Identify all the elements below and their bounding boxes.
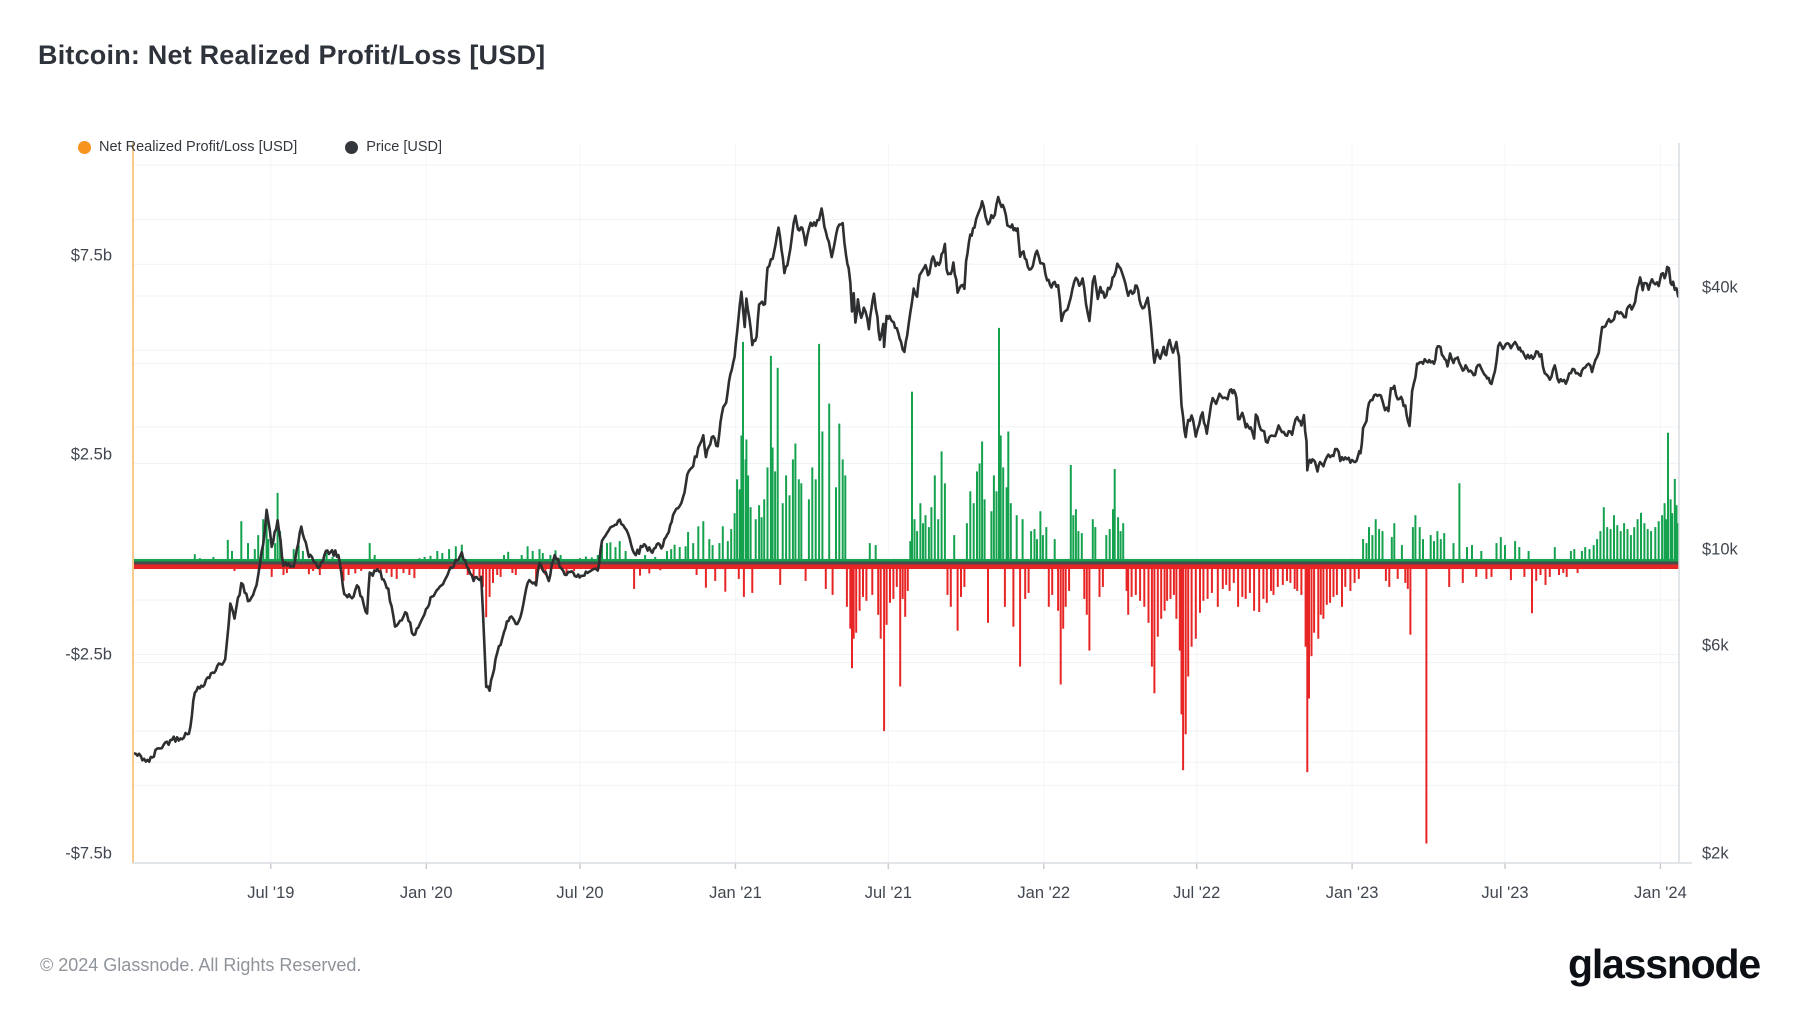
y-axis-label-right: $2k — [1702, 844, 1729, 863]
x-axis-label: Jan '21 — [709, 884, 762, 902]
legend-label: Net Realized Profit/Loss [USD] — [99, 139, 298, 155]
x-axis-label: Jan '20 — [399, 884, 453, 902]
x-axis-label: Jul '21 — [864, 884, 912, 902]
x-axis-label: Jul '22 — [1173, 884, 1221, 902]
legend: Net Realized Profit/Loss [USD] Price [US… — [78, 139, 490, 155]
legend-item-net-realized-profit-loss[interactable]: Net Realized Profit/Loss [USD] — [78, 139, 297, 155]
legend-item-price[interactable]: Price [USD] — [345, 139, 442, 155]
glassnode-logo: glassnode — [1568, 941, 1761, 987]
legend-dot-black-icon — [345, 140, 359, 154]
x-axis-label: Jan '22 — [1017, 884, 1071, 902]
legend-dot-orange-icon — [78, 140, 91, 154]
y-axis-label-right: $6k — [1702, 636, 1729, 655]
y-axis-label-right: $10k — [1702, 540, 1738, 559]
y-axis-label-left: -$2.5b — [65, 645, 112, 664]
x-axis-label: Jul '23 — [1481, 884, 1529, 902]
y-axis-label-left: -$7.5b — [65, 844, 112, 863]
y-axis-label-left: $7.5b — [70, 246, 112, 265]
x-axis-label: Jan '23 — [1325, 884, 1379, 902]
footer-copyright: © 2024 Glassnode. All Rights Reserved. — [40, 955, 362, 975]
legend-label: Price [USD] — [366, 139, 442, 155]
x-axis-label: Jul '20 — [556, 884, 604, 902]
y-axis-label-right: $40k — [1702, 278, 1738, 297]
x-axis-label: Jul '19 — [247, 884, 295, 902]
page-title: Bitcoin: Net Realized Profit/Loss [USD] — [38, 40, 546, 70]
y-axis-label-left: $2.5b — [70, 445, 112, 464]
x-axis-label: Jan '24 — [1634, 884, 1687, 902]
